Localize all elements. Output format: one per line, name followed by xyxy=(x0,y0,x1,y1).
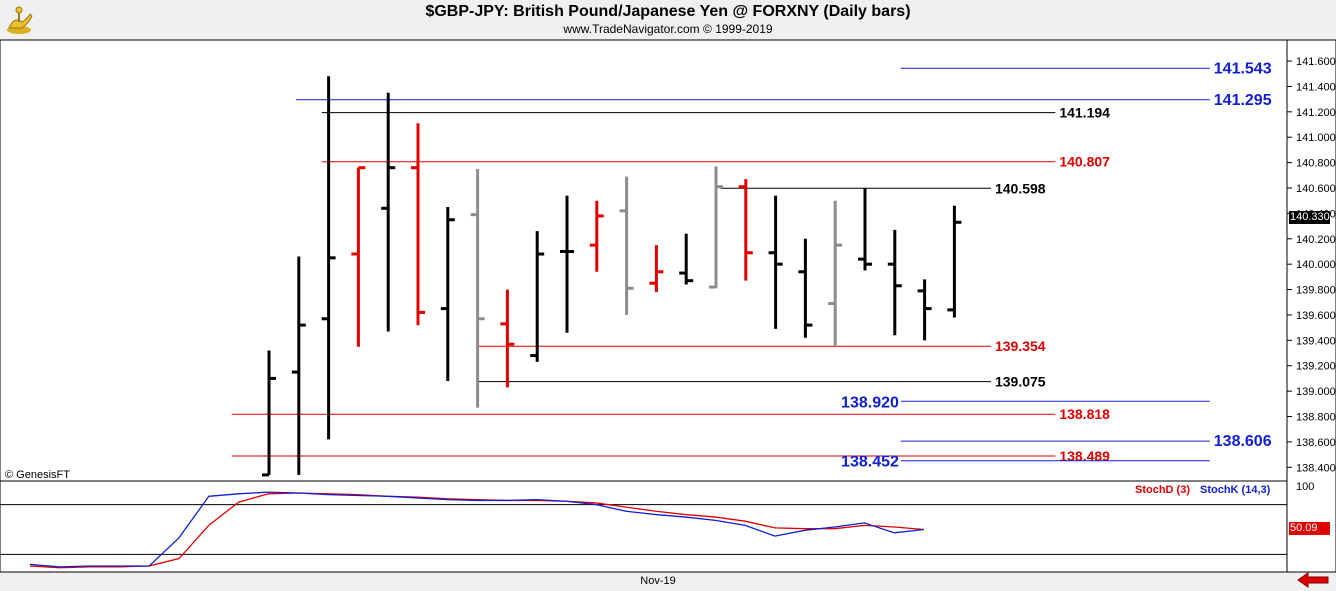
y-tick-label: 138.800 xyxy=(1296,412,1336,424)
price-panel xyxy=(0,39,1288,482)
y-tick-label: 140.200 xyxy=(1296,234,1336,246)
x-axis-date-label: Nov-19 xyxy=(640,575,676,587)
stoch-d-line xyxy=(29,492,925,569)
y-tick-label: 139.800 xyxy=(1296,285,1336,297)
level-label: 139.354 xyxy=(995,338,1046,354)
level-label: 141.295 xyxy=(1214,92,1272,109)
level-label: 138.452 xyxy=(841,454,899,471)
level-label: 141.543 xyxy=(1214,60,1272,77)
chart-title: $GBP-JPY: British Pound/Japanese Yen @ F… xyxy=(425,3,911,20)
level-label: 141.194 xyxy=(1059,105,1110,121)
genie-lamp-icon xyxy=(7,6,33,34)
y-tick-label: 139.400 xyxy=(1296,335,1336,347)
scroll-back-arrow-icon[interactable] xyxy=(1296,572,1330,588)
right-axis-panel xyxy=(1286,39,1336,573)
y-tick-label: 141.200 xyxy=(1296,107,1336,119)
level-label: 140.807 xyxy=(1059,154,1110,170)
level-label: 138.920 xyxy=(841,394,899,411)
stoch-d-legend: StochD (3) xyxy=(1135,484,1190,496)
y-tick-label: 141.600 xyxy=(1296,56,1336,68)
stoch-k-legend: StochK (14,3) xyxy=(1200,484,1271,496)
stoch-axis-100-label: 100 xyxy=(1296,481,1315,493)
y-tick-label: 140.000 xyxy=(1296,259,1336,271)
level-label: 138.489 xyxy=(1059,448,1110,464)
level-label: 139.075 xyxy=(995,374,1046,390)
level-lines: 141.543 141.295 141.194 140.807 140.598 139.3… xyxy=(231,60,1272,471)
y-tick-label: 139.200 xyxy=(1296,361,1336,373)
last-price-flag: 140.330 xyxy=(1289,211,1330,224)
y-tick-label: 140.600 xyxy=(1296,183,1336,195)
y-tick-label: 141.000 xyxy=(1296,132,1336,144)
level-label: 138.606 xyxy=(1214,433,1272,450)
stoch-value-flag: 50.09 xyxy=(1289,522,1330,535)
stoch-panel xyxy=(0,480,1288,573)
credit-text: © GenesisFT xyxy=(5,469,70,481)
y-tick-label: 138.600 xyxy=(1296,437,1336,449)
chart-subtitle: www.TradeNavigator.com © 1999-2019 xyxy=(563,22,773,36)
stoch-k-line xyxy=(29,491,925,568)
ohlc-bars xyxy=(262,76,962,477)
y-tick-label: 139.000 xyxy=(1296,386,1336,398)
level-label: 140.598 xyxy=(995,180,1046,196)
stochastic-lines xyxy=(0,491,1287,569)
y-tick-label: 138.400 xyxy=(1296,462,1336,474)
chart-header: $GBP-JPY: British Pound/Japanese Yen @ F… xyxy=(0,0,1336,40)
y-tick-label: 141.400 xyxy=(1296,81,1336,93)
level-label: 138.818 xyxy=(1059,406,1110,422)
y-tick-label: 139.600 xyxy=(1296,310,1336,322)
y-tick-label: 140.800 xyxy=(1296,158,1336,170)
